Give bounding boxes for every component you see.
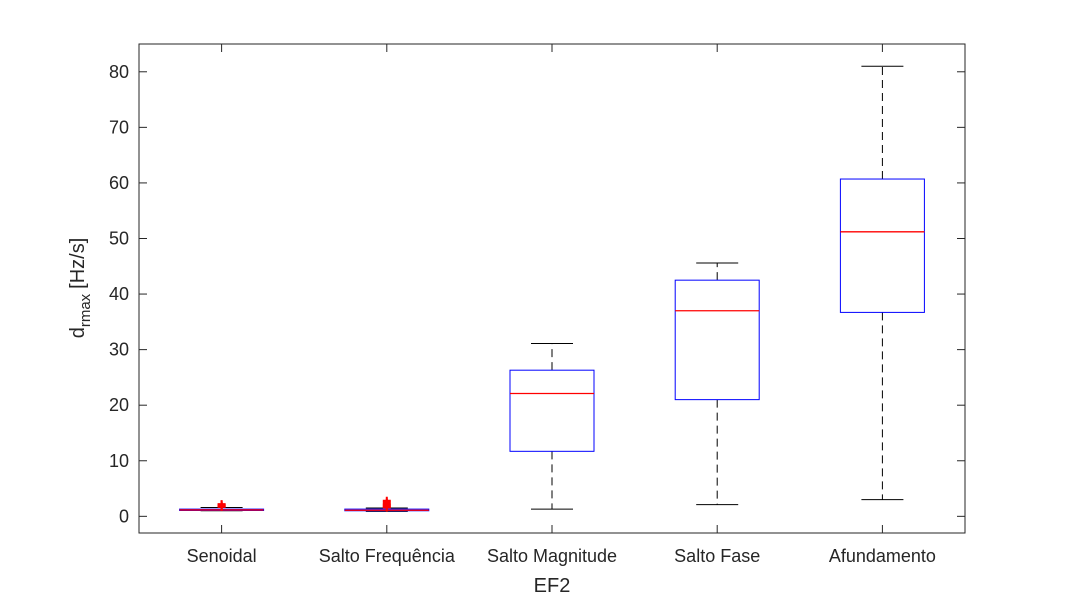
y-axis-label-unit: [Hz/s] xyxy=(67,238,89,289)
box-3 xyxy=(509,343,595,510)
plot-area xyxy=(139,44,965,533)
y-tick-label: 50 xyxy=(109,228,129,248)
x-tick-label: Salto Magnitude xyxy=(487,546,617,566)
boxes xyxy=(179,65,925,512)
y-tick-label: 60 xyxy=(109,173,129,193)
axis-ticks: 0 10 20 30 40 50 60 70 80 Senoidal Salto Frequênci… xyxy=(109,44,965,566)
y-axis-label-subscript: rmax xyxy=(77,293,94,327)
box-4 xyxy=(674,262,760,506)
plot-frame xyxy=(138,43,966,534)
box-2 xyxy=(344,496,430,512)
box-5 xyxy=(839,65,925,501)
y-tick-label: 80 xyxy=(109,62,129,82)
x-tick-label: Salto Frequência xyxy=(319,546,456,566)
box-rect xyxy=(839,178,925,313)
outlier-marker xyxy=(217,500,226,509)
y-tick-label: 30 xyxy=(109,340,129,360)
y-tick-label: 10 xyxy=(109,451,129,471)
box-1 xyxy=(179,500,265,512)
outlier-marker xyxy=(382,496,391,505)
x-axis-label: EF2 xyxy=(534,575,571,597)
y-tick-label: 0 xyxy=(119,506,129,526)
y-tick-label: 70 xyxy=(109,117,129,137)
x-tick-label: Salto Fase xyxy=(674,546,760,566)
y-tick-label: 20 xyxy=(109,395,129,415)
y-axis-label-base: d xyxy=(67,327,89,338)
box-rect xyxy=(509,369,595,452)
x-tick-label: Senoidal xyxy=(187,546,257,566)
y-tick-label: 40 xyxy=(109,284,129,304)
box-rect xyxy=(674,279,760,401)
x-tick-label: Afundamento xyxy=(829,546,936,566)
y-axis-label: drmax [Hz/s] xyxy=(67,238,94,339)
